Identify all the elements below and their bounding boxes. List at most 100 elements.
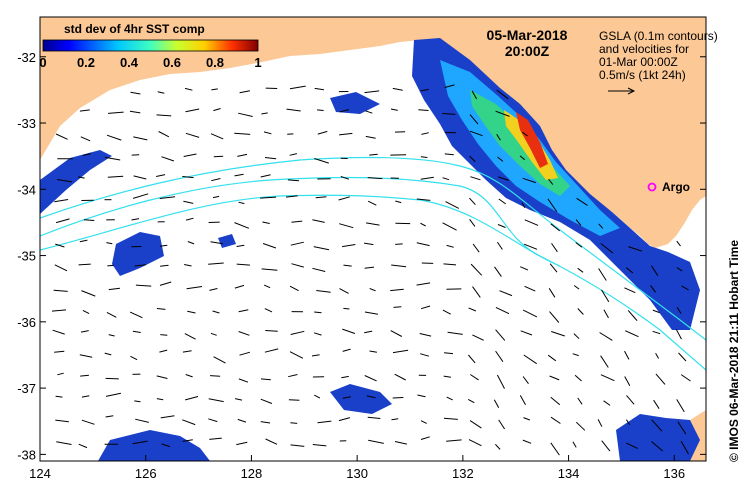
velocity-arrow — [264, 308, 273, 313]
velocity-arrow — [82, 153, 91, 156]
colorbar-gradient — [42, 39, 259, 52]
velocity-arrow — [289, 153, 298, 156]
velocity-arrow — [601, 289, 610, 303]
velocity-arrow — [523, 417, 530, 421]
velocity-arrow — [549, 375, 560, 381]
velocity-arrow — [108, 287, 120, 291]
velocity-arrow — [289, 85, 306, 90]
velocity-arrow — [239, 90, 250, 94]
velocity-arrow — [182, 439, 193, 442]
velocity-arrow — [234, 398, 243, 401]
velocity-arrow — [468, 354, 476, 364]
x-tick-label: 126 — [135, 466, 157, 481]
velocity-arrow — [182, 419, 196, 426]
velocity-arrow — [313, 332, 322, 336]
velocity-arrow — [392, 349, 409, 354]
velocity-arrow — [78, 263, 91, 266]
velocity-arrow — [496, 134, 501, 141]
velocity-arrow — [493, 399, 500, 409]
y-tick-label: -33 — [17, 116, 36, 131]
velocity-arrow — [234, 222, 250, 229]
velocity-arrow — [339, 223, 354, 229]
velocity-arrow — [576, 197, 588, 206]
velocity-arrow — [650, 285, 656, 293]
velocity-arrow — [108, 111, 124, 114]
velocity-arrow — [312, 219, 325, 223]
velocity-arrow — [289, 285, 299, 292]
velocity-arrow — [160, 264, 169, 267]
velocity-arrow — [443, 375, 451, 378]
velocity-arrow — [498, 419, 506, 430]
velocity-arrow — [522, 309, 538, 318]
velocity-arrow — [550, 223, 561, 232]
velocity-arrow — [368, 439, 384, 444]
velocity-arrow — [442, 222, 457, 231]
legend-line-2: and velocities for — [599, 42, 689, 56]
velocity-arrow — [52, 329, 65, 335]
x-tick-label: 128 — [241, 466, 263, 481]
velocity-arrow — [185, 132, 200, 138]
velocity-arrow — [598, 223, 604, 229]
velocity-arrow — [519, 395, 526, 406]
velocity-arrow — [238, 112, 253, 117]
velocity-arrow — [624, 376, 631, 386]
velocity-arrow — [681, 285, 689, 291]
velocity-arrow — [211, 178, 221, 182]
velocity-arrow — [444, 84, 455, 88]
velocity-arrow — [598, 268, 607, 281]
velocity-arrow — [442, 309, 451, 315]
velocity-arrow — [80, 374, 89, 377]
velocity-arrow — [237, 418, 247, 423]
velocity-arrow — [79, 354, 93, 358]
velocity-arrow — [234, 132, 251, 135]
velocity-arrow — [495, 306, 510, 315]
velocity-arrow — [343, 307, 350, 310]
velocity-arrow — [365, 110, 373, 114]
velocity-arrow — [655, 353, 660, 359]
velocity-arrow — [496, 89, 509, 100]
velocity-arrow — [499, 290, 513, 297]
velocity-arrow — [497, 224, 506, 228]
velocity-arrow — [418, 109, 429, 111]
velocity-arrow — [496, 374, 505, 389]
velocity-arrow — [444, 153, 454, 156]
velocity-arrow — [392, 87, 403, 91]
y-tick-label: -32 — [17, 50, 36, 65]
velocity-arrow — [421, 132, 429, 135]
velocity-arrow — [550, 416, 561, 424]
velocity-arrow — [291, 263, 304, 268]
colorbar-tick-label: 0.2 — [77, 55, 95, 70]
velocity-arrow — [133, 175, 147, 180]
velocity-arrow — [420, 420, 427, 424]
velocity-arrow — [238, 378, 249, 383]
velocity-arrow — [184, 87, 193, 91]
velocity-arrow — [265, 330, 278, 332]
velocity-arrow — [81, 419, 95, 425]
velocity-arrow — [626, 395, 635, 405]
velocity-arrow — [446, 439, 462, 442]
velocity-arrow — [104, 156, 121, 161]
velocity-arrow — [472, 286, 481, 298]
velocity-arrow — [182, 350, 192, 353]
velocity-arrow — [51, 309, 67, 312]
velocity-arrow — [548, 178, 554, 185]
velocity-arrow — [161, 156, 175, 162]
velocity-arrow — [420, 305, 431, 310]
velocity-arrow — [443, 263, 457, 266]
y-tick-label: -34 — [17, 182, 36, 197]
velocity-arrow — [442, 177, 450, 181]
velocity-arrow — [675, 328, 682, 340]
velocity-arrow — [364, 330, 373, 334]
velocity-arrow — [678, 352, 687, 362]
velocity-arrow — [339, 288, 349, 294]
velocity-arrow — [524, 219, 539, 226]
velocity-arrow — [185, 108, 200, 113]
velocity-arrow — [575, 242, 583, 248]
title-date: 05-Mar-2018 — [487, 27, 568, 43]
x-axis: 124 126 128 130 132 134 136 — [29, 455, 685, 481]
velocity-arrow — [161, 443, 170, 448]
velocity-arrow — [157, 91, 165, 94]
velocity-arrow — [314, 394, 321, 399]
velocity-arrow — [551, 243, 558, 253]
velocity-arrow — [236, 441, 248, 446]
